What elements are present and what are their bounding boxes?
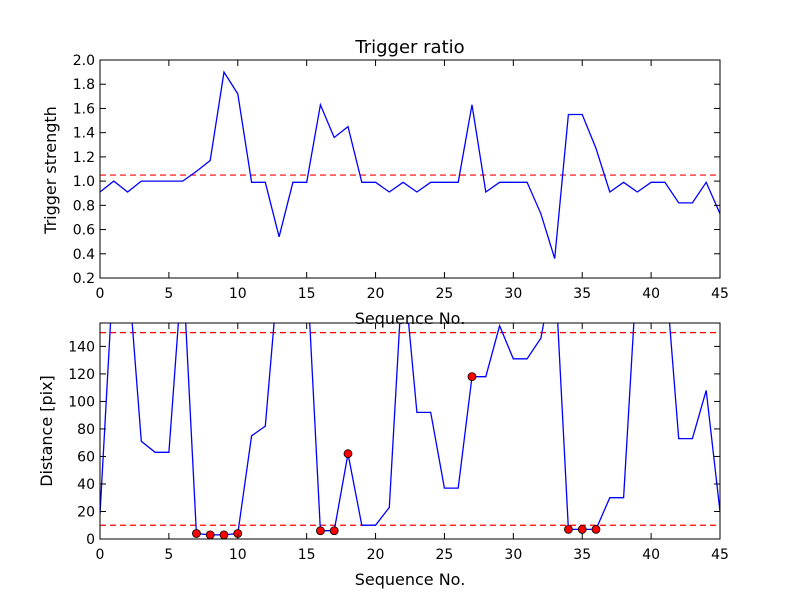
x-axis-label: Sequence No. — [355, 309, 466, 328]
y-tick-label: 140 — [68, 339, 95, 355]
y-tick-label: 120 — [68, 367, 95, 383]
x-tick-label: 0 — [96, 286, 105, 302]
x-tick-label: 10 — [229, 286, 247, 302]
data-point-marker — [577, 524, 587, 534]
x-tick-label: 45 — [711, 286, 729, 302]
x-tick-label: 25 — [436, 547, 454, 563]
chart-title: Trigger ratio — [354, 37, 464, 58]
axes-frame — [99, 59, 721, 279]
y-tick-label: 1.4 — [73, 126, 95, 142]
x-tick-label: 5 — [164, 286, 173, 302]
x-tick-label: 25 — [436, 286, 454, 302]
x-tick-label: 15 — [298, 286, 316, 302]
y-tick-label: 1.2 — [73, 150, 95, 166]
data-point-marker — [192, 529, 201, 538]
y-axis-label: Trigger strength — [41, 106, 60, 235]
distance-chart: Sequence No. Distance [pix] 0 5 10 15 20 25 30… — [37, 322, 729, 589]
x-tick-label: 20 — [367, 547, 385, 563]
y-tick-label: 2.0 — [73, 53, 95, 69]
data-point-marker — [564, 524, 573, 534]
y-tick-label: 0.6 — [73, 223, 95, 239]
x-tick-label: 15 — [298, 547, 316, 563]
y-tick-label: 1.8 — [73, 77, 95, 93]
data-point-marker — [219, 530, 229, 540]
series-line — [100, 323, 720, 536]
x-tick-label: 10 — [229, 547, 247, 563]
x-tick-label: 30 — [504, 547, 522, 563]
x-tick-label: 5 — [164, 547, 173, 563]
data-point-marker — [205, 530, 215, 540]
y-tick-label: 0.8 — [73, 198, 95, 214]
x-tick-label: 45 — [711, 547, 729, 563]
y-tick-label: 1.0 — [73, 174, 95, 190]
x-tick-label: 35 — [573, 286, 591, 302]
y-tick-label: 100 — [68, 394, 95, 410]
y-tick-label: 80 — [77, 422, 95, 438]
y-tick-label: 0.2 — [73, 271, 95, 287]
y-tick-label: 60 — [77, 449, 95, 465]
y-axis-label: Distance [pix] — [37, 375, 56, 487]
x-tick-label: 20 — [367, 286, 385, 302]
data-point-marker — [591, 524, 601, 534]
x-tick-label: 30 — [504, 286, 522, 302]
y-tick-label: 1.6 — [73, 101, 95, 117]
data-point-marker — [343, 449, 353, 459]
series-line — [100, 70, 720, 259]
y-tick-label: 40 — [77, 477, 95, 493]
y-tick-label: 0.4 — [73, 247, 95, 263]
y-tick-label: 20 — [77, 504, 95, 520]
data-point-marker — [329, 526, 339, 536]
x-axis-label: Sequence No. — [355, 570, 466, 589]
x-tick-label: 0 — [96, 547, 105, 563]
data-point-marker — [316, 526, 325, 536]
x-tick-label: 35 — [573, 547, 591, 563]
y-tick-label: 0 — [86, 532, 95, 548]
x-tick-label: 40 — [642, 286, 660, 302]
axes-frame — [99, 322, 721, 540]
data-point-marker — [467, 372, 477, 382]
x-tick-label: 40 — [642, 547, 660, 563]
trigger-ratio-chart: Trigger ratio Sequence No. Trigger stren… — [41, 37, 729, 328]
